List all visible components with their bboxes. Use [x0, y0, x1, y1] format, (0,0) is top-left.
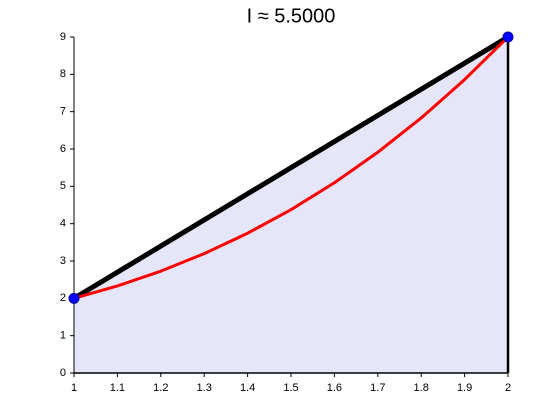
x-tick-label: 1.4 [240, 382, 255, 394]
x-tick-label: 1.3 [197, 382, 212, 394]
y-tick-label: 8 [60, 68, 66, 80]
x-tick-label: 1.2 [153, 382, 168, 394]
x-tick-label: 1 [71, 382, 77, 394]
x-tick-label: 1.5 [283, 382, 298, 394]
y-tick-label: 7 [60, 106, 66, 118]
y-tick-label: 2 [60, 292, 66, 304]
point [68, 292, 80, 304]
x-tick-label: 1.7 [370, 382, 385, 394]
y-tick-label: 4 [60, 218, 66, 230]
y-tick-label: 0 [60, 367, 66, 379]
x-tick-label: 2 [505, 382, 511, 394]
area [74, 37, 508, 373]
x-tick-label: 1.8 [414, 382, 429, 394]
y-tick-label: 3 [60, 255, 66, 267]
line [73, 35, 510, 300]
line [72, 34, 510, 301]
point [502, 31, 514, 43]
x-tick-label: 1.6 [327, 382, 342, 394]
y-tick-label: 1 [60, 330, 66, 342]
y-tick-label: 9 [60, 31, 66, 43]
y-tick-label: 5 [60, 180, 66, 192]
x-tick-label: 1.9 [457, 382, 472, 394]
x-tick-label: 1.1 [110, 382, 125, 394]
chart-title: I ≈ 5.5000 [247, 5, 336, 27]
y-tick-label: 6 [60, 143, 66, 155]
